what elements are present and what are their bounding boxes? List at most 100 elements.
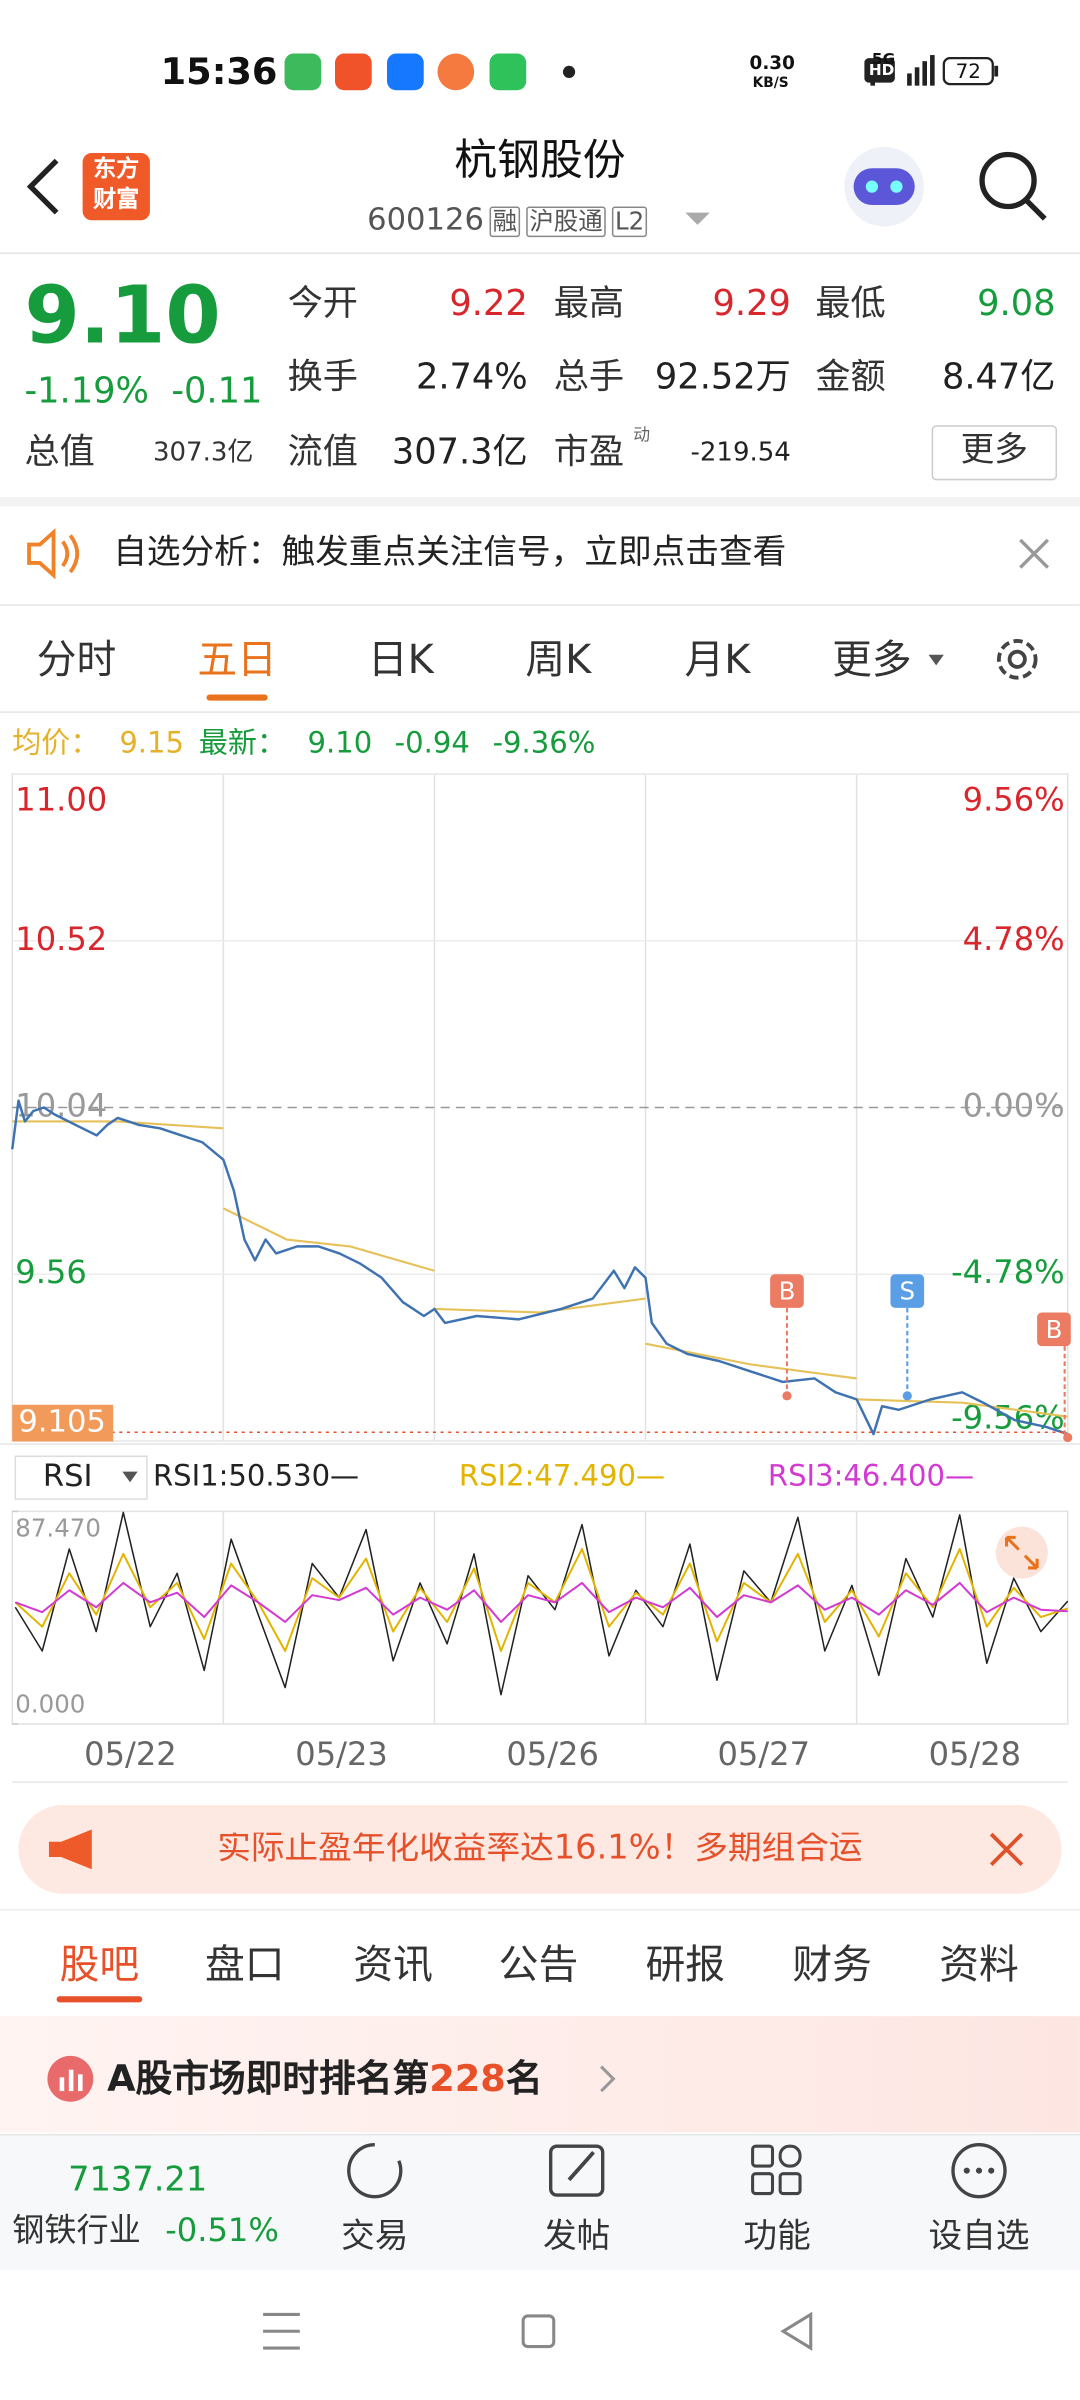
change-pct: -1.19% xyxy=(24,370,149,411)
notice-text[interactable]: 自选分析：触发重点关注信号，立即点击查看 xyxy=(113,533,787,573)
more-label[interactable]: 更多 xyxy=(960,431,1028,470)
y-tick-label: 9.56 xyxy=(15,1253,87,1291)
signal-bar xyxy=(922,61,927,86)
search-handle xyxy=(1024,198,1047,221)
badge: L2 xyxy=(611,206,648,238)
function-icon xyxy=(778,2172,802,2196)
total-value-label: 总值 xyxy=(24,432,95,472)
header-icons xyxy=(26,146,1047,227)
status-bar xyxy=(0,0,1080,138)
ad-banner[interactable] xyxy=(18,1805,1062,1894)
trade-icon[interactable] xyxy=(347,2142,403,2199)
signal-bar xyxy=(930,55,935,86)
marker-dot xyxy=(1063,1432,1073,1443)
content-tab[interactable]: 财务 xyxy=(792,1942,872,1989)
period-tab[interactable]: 五日 xyxy=(197,637,277,684)
speaker xyxy=(27,528,56,580)
y-tick-label: 0.000 xyxy=(15,1690,85,1719)
action-label[interactable]: 功能 xyxy=(743,2218,811,2257)
stat-value: 9.08 xyxy=(977,283,1056,324)
divider xyxy=(0,711,1080,713)
stat-value: 307.3亿 xyxy=(391,432,528,472)
function-icon xyxy=(751,2172,775,2196)
marker-box xyxy=(1037,1312,1071,1347)
x-tick-label: 05/27 xyxy=(717,1735,810,1773)
action-label[interactable]: 发帖 xyxy=(543,2218,611,2257)
y2-tick-label: 4.78% xyxy=(963,920,1065,958)
content-tab[interactable]: 公告 xyxy=(498,1942,579,1989)
latest-label: 最新： xyxy=(198,725,287,760)
hd-label: HD xyxy=(868,62,895,80)
ad-text[interactable]: 实际止盈年化收益率达16.1%！多期组合运 xyxy=(217,1832,863,1867)
marker-box xyxy=(770,1274,804,1308)
content-tab[interactable]: 资料 xyxy=(939,1942,1019,1989)
avg-value: 9.15 xyxy=(119,725,185,760)
series-line xyxy=(14,1547,1069,1652)
content-tab[interactable]: 资讯 xyxy=(353,1942,433,1989)
ranking-row[interactable] xyxy=(0,2016,1080,2133)
menu-button[interactable] xyxy=(263,2312,300,2350)
series-line xyxy=(14,1581,1068,1623)
stat-value: 9.22 xyxy=(449,283,528,324)
period-tab[interactable]: 月K xyxy=(684,637,751,684)
indicator-selector xyxy=(14,1455,148,1500)
latest-change-pct: -9.36% xyxy=(492,725,596,760)
marker-dot xyxy=(902,1391,912,1401)
stat-value: 2.74% xyxy=(415,357,528,397)
stat-value: 8.47亿 xyxy=(941,357,1056,397)
avg-label: 均价： xyxy=(12,725,100,760)
marker-box xyxy=(890,1274,925,1308)
content-tab[interactable]: 研报 xyxy=(645,1942,726,1989)
series-line xyxy=(11,1099,1069,1436)
stat-label: 最高 xyxy=(553,283,625,324)
stat-label: 金额 xyxy=(815,357,886,397)
dropdown-icon[interactable] xyxy=(685,212,710,225)
ranking-bar xyxy=(78,2074,83,2092)
robot-eye xyxy=(890,180,903,193)
expand-button[interactable] xyxy=(995,1526,1048,1579)
net-unit: KB/S xyxy=(752,75,789,92)
marker-dot xyxy=(782,1391,792,1401)
stat-value: 9.29 xyxy=(712,283,791,324)
chevron xyxy=(600,2065,616,2093)
settings-icon[interactable] xyxy=(990,632,1045,687)
app-icon xyxy=(335,53,372,91)
stock-name: 杭钢股份 xyxy=(454,134,626,186)
marker-label: S xyxy=(900,1277,916,1306)
watchlist-icon[interactable] xyxy=(951,2142,1007,2199)
function-icon[interactable] xyxy=(751,2144,775,2168)
ranking-number: 228 xyxy=(429,2057,506,2101)
action-label[interactable]: 交易 xyxy=(341,2218,409,2257)
period-tab[interactable]: 分时 xyxy=(36,637,117,684)
app-icon xyxy=(284,53,322,91)
current-price-tag xyxy=(12,1404,114,1442)
post-icon[interactable] xyxy=(549,2144,605,2197)
close-icon[interactable] xyxy=(1017,537,1051,571)
dot xyxy=(988,2167,995,2174)
badge: 沪股通 xyxy=(526,206,606,238)
series-line xyxy=(14,1511,1069,1696)
dropdown-arrow xyxy=(928,654,944,666)
home-button[interactable] xyxy=(521,2314,556,2349)
search-icon[interactable] xyxy=(979,151,1037,210)
period-tab[interactable]: 日K xyxy=(367,637,434,684)
action-label[interactable]: 设自选 xyxy=(928,2218,1030,2257)
gear xyxy=(996,639,1038,680)
ad-close[interactable] xyxy=(988,1831,1025,1868)
content-tab[interactable]: 盘口 xyxy=(204,1942,285,1989)
change: -0.11 xyxy=(171,370,263,411)
industry-index: 7137.21 xyxy=(68,2161,208,2200)
period-tab[interactable]: 周K xyxy=(525,637,592,684)
legend-entry: RSI2:47.490— xyxy=(459,1459,665,1493)
stat-label: 市盈 xyxy=(553,432,625,472)
x-tick-label: 05/28 xyxy=(929,1735,1022,1773)
y-tick-label: 10.52 xyxy=(15,920,107,958)
back-icon[interactable] xyxy=(26,158,59,215)
battery xyxy=(942,56,994,86)
more-button[interactable] xyxy=(931,425,1058,481)
content-tab[interactable]: 股吧 xyxy=(59,1942,140,1989)
battery-level: 72 xyxy=(955,60,981,84)
period-tab[interactable]: 更多 xyxy=(832,637,912,684)
action-icons xyxy=(347,2142,1007,2199)
back-button[interactable] xyxy=(780,2311,813,2351)
